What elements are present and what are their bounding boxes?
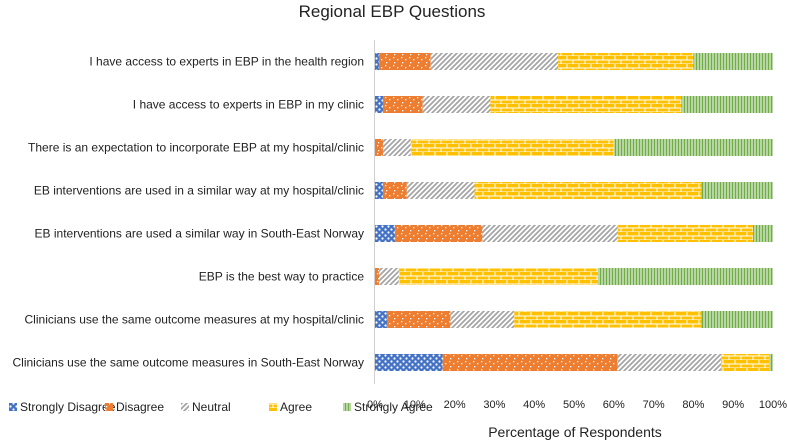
bar-strongly-disagree-7 [375,311,387,328]
bar-disagree-4 [382,182,407,199]
category-label: Clinicians use the same outcome measures… [25,313,364,327]
bar-agree-4 [474,182,702,199]
bar-disagree-6 [375,268,379,285]
bar-neutral-2 [422,96,491,113]
legend-label-agree: Agree [280,400,312,414]
bar-agree-5 [617,225,754,242]
legend-swatch-agree [269,403,277,411]
bar-strongly-agree-7 [701,311,773,328]
legend-label-strongly-disagree: Strongly Disagree [20,400,116,414]
x-tick-label: 80% [682,399,704,411]
bar-neutral-7 [450,311,515,328]
category-label: There is an expectation to incorporate E… [28,141,364,155]
bar-strongly-agree-3 [613,139,773,156]
bar-neutral-8 [617,354,722,371]
bar-agree-1 [558,53,694,70]
x-tick-label: 40% [523,399,545,411]
bar-strongly-agree-8 [769,354,773,371]
category-label: EBP is the best way to practice [199,270,365,284]
bar-strongly-agree-1 [693,53,773,70]
bar-agree-3 [410,139,614,156]
bar-neutral-1 [430,53,559,70]
x-axis-label: Percentage of Respondents [488,424,662,440]
chart-title: Regional EBP Questions [299,2,486,21]
x-tick-label: 20% [444,399,466,411]
bar-strongly-disagree-2 [375,96,383,113]
legend-label-strongly-agree: Strongly Agree [354,400,433,414]
category-label: Clinicians use the same outcome measures… [13,356,365,370]
x-tick-label: 30% [483,399,505,411]
legend-swatch-strongly-agree [343,403,351,411]
bar-neutral-3 [382,139,411,156]
legend-swatch-strongly-disagree [9,403,17,411]
bar-strongly-agree-5 [753,225,773,242]
bar-strongly-disagree-8 [375,354,443,371]
x-tick-label: 70% [643,399,665,411]
x-tick-label: 60% [603,399,625,411]
legend-label-disagree: Disagree [116,400,164,414]
bar-agree-6 [398,268,598,285]
bar-strongly-agree-2 [681,96,773,113]
bar-agree-8 [721,354,770,371]
bar-agree-7 [514,311,702,328]
x-tick-label: 90% [722,399,744,411]
bar-neutral-5 [482,225,618,242]
bar-disagree-2 [382,96,423,113]
category-label: EB interventions are used a similar way … [35,227,364,241]
bar-strongly-disagree-5 [375,225,395,242]
x-tick-label: 50% [563,399,585,411]
bar-disagree-3 [375,139,383,156]
legend-swatch-disagree [105,403,113,411]
category-label: I have access to experts in EBP in the h… [89,55,364,69]
bar-neutral-6 [378,268,399,285]
bar-strongly-disagree-1 [375,53,379,70]
x-tick-label: 10% [404,399,426,411]
bar-neutral-4 [406,182,475,199]
bar-strongly-agree-4 [701,182,773,199]
legend-swatch-neutral [181,403,189,411]
bar-agree-2 [490,96,682,113]
legend-label-neutral: Neutral [192,400,231,414]
bar-disagree-5 [394,225,483,242]
bar-strongly-disagree-4 [375,182,383,199]
x-tick-label: 100% [759,399,787,411]
bar-disagree-8 [442,354,618,371]
bar-strongly-agree-6 [597,268,773,285]
category-label: I have access to experts in EBP in my cl… [133,98,364,112]
bar-disagree-1 [378,53,431,70]
bar-disagree-7 [386,311,451,328]
category-label: EB interventions are used in a similar w… [34,184,364,198]
x-tick-label: 0% [367,399,383,411]
